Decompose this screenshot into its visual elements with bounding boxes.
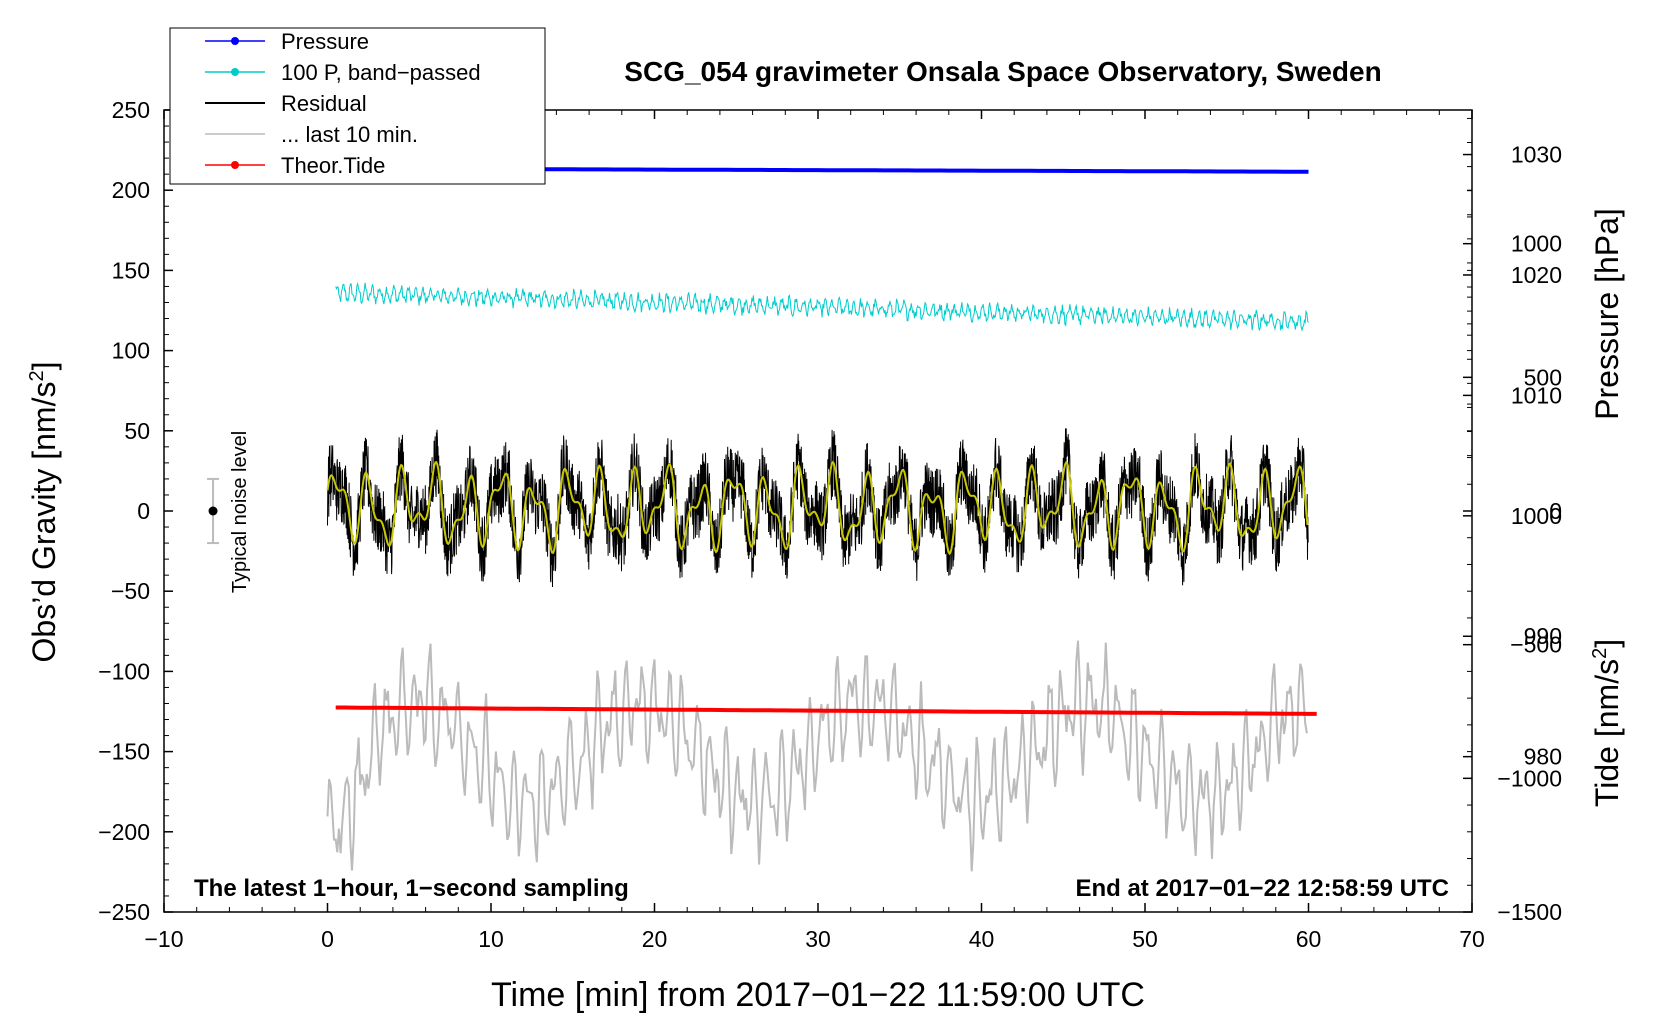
legend-label: 100 P, band−passed: [281, 60, 481, 85]
x-tick-label: −10: [144, 926, 183, 952]
tide-tick-label: −1000: [1497, 765, 1562, 791]
legend-items: Pressure 100 P, band−passed Residual ... la…: [205, 29, 481, 178]
chart-title: SCG_054 gravimeter Onsala Space Observat…: [624, 56, 1381, 87]
x-tick-label: 50: [1132, 926, 1158, 952]
pressure-tick-label: 1000: [1511, 503, 1562, 529]
x-tick-label: 0: [321, 926, 334, 952]
y-tick-label: 250: [112, 97, 150, 123]
y-tick-label: 0: [137, 498, 150, 524]
pressure-tick-label: 1010: [1511, 382, 1562, 408]
x-tick-label: 10: [478, 926, 504, 952]
tide-tick-label: −500: [1510, 632, 1562, 658]
noise-label: Typical noise level: [229, 431, 251, 593]
tide-tick-label: 1000: [1511, 231, 1562, 257]
legend-label: ... last 10 min.: [281, 122, 418, 147]
x-tick-label: 60: [1296, 926, 1322, 952]
y-tick-label: −100: [98, 658, 150, 684]
y-tick-label: −150: [98, 739, 150, 765]
legend-marker: [231, 68, 239, 76]
y-tick-label: −50: [111, 578, 150, 604]
tide-tick-label: 0: [1549, 498, 1562, 524]
y-tick-label: −250: [98, 899, 150, 925]
y-axis-label-tide-sup: 2: [1589, 648, 1611, 659]
y-tick-label: 50: [124, 418, 150, 444]
pressure-tick-label: 1020: [1511, 262, 1562, 288]
y-axis-label-tide-tail: ]: [1589, 639, 1625, 648]
pressure-tick-label: 980: [1524, 744, 1562, 770]
tide-tick-label: 500: [1524, 364, 1562, 390]
legend-label: Residual: [281, 91, 367, 116]
pressure-tick-label: 1030: [1511, 142, 1562, 168]
series-residual-line: [327, 428, 1309, 588]
series-residual-smoothed-line: [326, 460, 1309, 556]
y-tick-label: 100: [112, 338, 150, 364]
y-axis-ticks: 250 200 150 100 50 0 −50 −100 −150 −200 −250: [98, 97, 173, 925]
tide-axis-ticks: 1000 500 0 −500 −1000 −1500: [1463, 189, 1562, 925]
y-tick-label: 200: [112, 177, 150, 203]
series-layer: [326, 166, 1317, 872]
pressure-tick-label: 990: [1524, 623, 1562, 649]
y-axis-label-left-tail: ]: [26, 362, 62, 371]
tide-tick-label: −1500: [1497, 899, 1562, 925]
series-last-10-min-line: [326, 640, 1308, 872]
legend-marker: [231, 37, 239, 45]
x-tick-label: 30: [805, 926, 831, 952]
note-end-time: End at 2017−01−22 12:58:59 UTC: [1075, 875, 1449, 902]
y-tick-label: 150: [112, 257, 150, 283]
pressure-axis-ticks: 1030 1020 1010 1000 990 980: [1463, 117, 1562, 770]
noise-bar-center-dot: [208, 506, 218, 516]
legend-marker: [231, 161, 239, 169]
y-axis-label-left: Obs’d Gravity [nm/s2]: [26, 362, 62, 663]
x-tick-label: 40: [969, 926, 995, 952]
note-sampling: The latest 1−hour, 1−second sampling: [194, 875, 629, 902]
y-axis-label-pressure: Pressure [hPa]: [1589, 208, 1625, 420]
x-axis-label: Time [min] from 2017−01−22 11:59:00 UTC: [491, 976, 1145, 1014]
series-bandpassed-pressure-line: [335, 282, 1309, 332]
x-tick-label: 70: [1459, 926, 1485, 952]
y-axis-label-tide-text: Tide [nm/s: [1589, 659, 1625, 807]
y-axis-label-left-text: Obs’d Gravity [nm/s: [26, 382, 62, 663]
legend-label: Theor.Tide: [281, 153, 385, 178]
typical-noise-bar: [207, 477, 220, 545]
legend-box: [169, 27, 546, 185]
x-tick-label: 20: [642, 926, 668, 952]
y-axis-label-left-sup: 2: [26, 370, 48, 381]
legend: Pressure 100 P, band−passed Residual ... la…: [169, 27, 546, 185]
y-axis-label-tide: Tide [nm/s2]: [1589, 639, 1625, 807]
y-tick-label: −200: [98, 819, 150, 845]
x-axis-ticks: −10 0 10 20 30 40 50 60 70: [144, 110, 1485, 952]
series-theoretical-tide-line: [335, 705, 1317, 716]
legend-label: Pressure: [281, 29, 369, 54]
